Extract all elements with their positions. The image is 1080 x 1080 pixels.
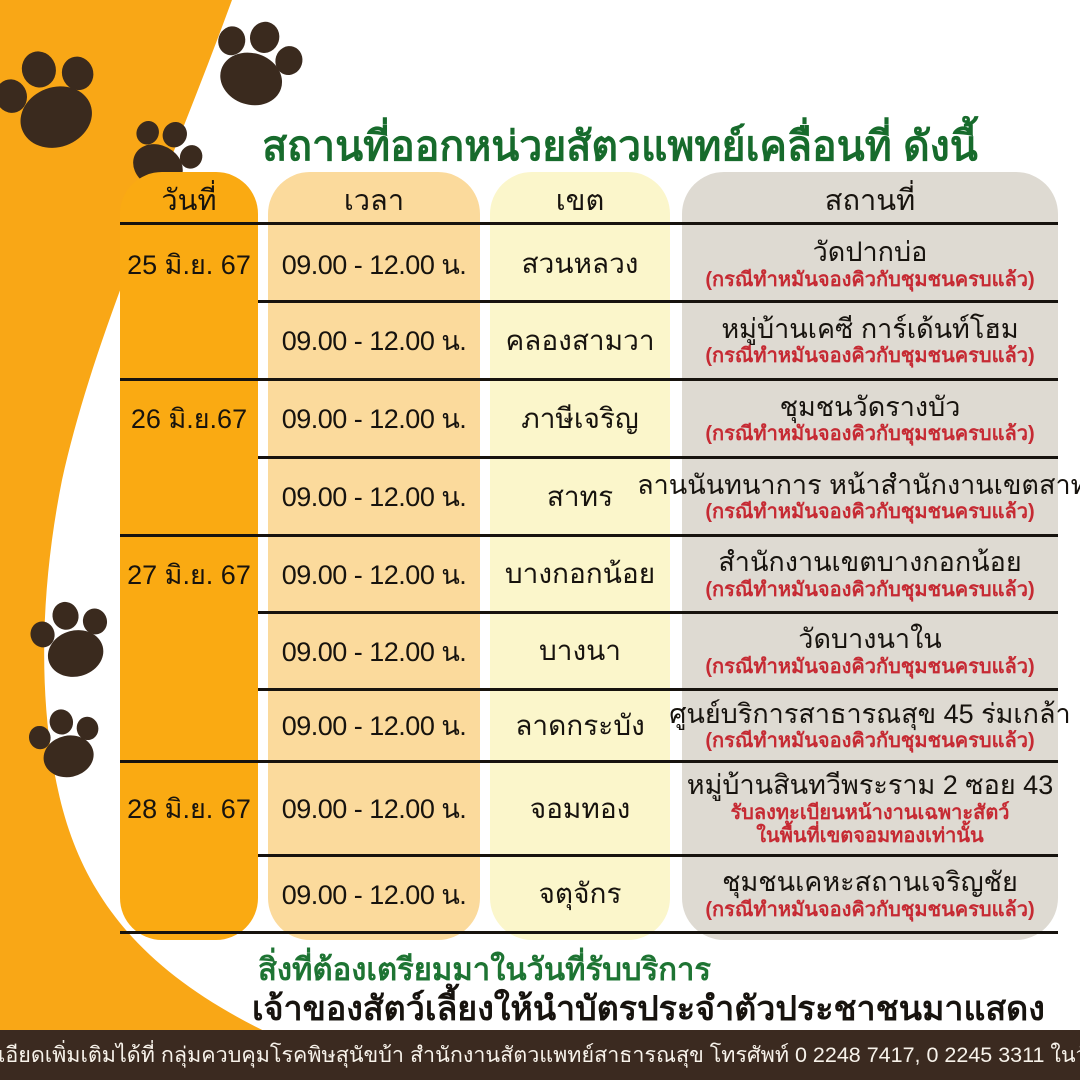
district-cell: บางกอกน้อย [504, 558, 656, 589]
location-cell: หมู่บ้านเคซี การ์เด้นท์โฮม (กรณีทำหมันจอ… [682, 303, 1058, 378]
location-cell: สำนักงานเขตบางกอกน้อย (กรณีทำหมันจองคิวก… [682, 537, 1058, 611]
table-row: 09.00 - 12.00 น. จตุจักร ชุมชนเคหะสถานเจ… [0, 857, 1080, 931]
location-name: ลานนันทนาการ หน้าสำนักงานเขตสาทร [637, 469, 1080, 500]
table-row: 27 มิ.ย. 67 09.00 - 12.00 น. บางกอกน้อย … [0, 537, 1080, 611]
location-name: หมู่บ้านสินทวีพระราม 2 ซอย 43 [686, 770, 1054, 801]
location-cell: ศูนย์บริการสาธารณสุข 45 ร่มเกล้า (กรณีทำ… [669, 691, 1070, 760]
time-cell: 09.00 - 12.00 น. [281, 879, 467, 910]
orange-swoosh [0, 0, 340, 1080]
date-cell [120, 459, 258, 534]
district-cell: ลาดกระบัง [515, 709, 645, 741]
row-divider [258, 611, 1058, 614]
time-cell: 09.00 - 12.00 น. [281, 636, 467, 667]
row-divider [258, 456, 1058, 459]
preparation-detail: เจ้าของสัตว์เลี้ยงให้นำบัตรประจำตัวประชา… [252, 990, 1045, 1028]
time-cell: 09.00 - 12.00 น. [281, 711, 467, 741]
footer-contact-text: สอบถามรายละเอียดเพิ่มเติมได้ที่ กลุ่มควบ… [0, 1043, 1080, 1067]
district-cell: บางนา [538, 635, 622, 666]
group-divider [120, 760, 1058, 763]
table-row: 09.00 - 12.00 น. สาทร ลานนันทนาการ หน้าส… [0, 459, 1080, 534]
district-cell: สาทร [546, 480, 614, 512]
time-cell: 09.00 - 12.00 น. [281, 559, 467, 590]
district-cell: จอมทอง [529, 792, 631, 824]
location-cell: วัดบางนาใน (กรณีทำหมันจองคิวกับชุมชนครบแ… [682, 614, 1058, 688]
location-note: (กรณีทำหมันจองคิวกับชุมชนครบแล้ว) [705, 578, 1035, 601]
time-cell: 09.00 - 12.00 น. [281, 482, 467, 512]
column-header-time: เวลา [343, 185, 405, 217]
column-header-district: เขต [555, 185, 605, 217]
district-cell: สวนหลวง [521, 248, 639, 279]
column-header-location: สถานที่ [824, 185, 916, 217]
district-cell: จตุจักร [538, 878, 622, 909]
location-name: ศูนย์บริการสาธารณสุข 45 ร่มเกล้า [669, 698, 1071, 729]
preparation-heading: สิ่งที่ต้องเตรียมมาในวันที่รับบริการ [258, 952, 712, 987]
table-row: 25 มิ.ย. 67 09.00 - 12.00 น. สวนหลวง วัด… [0, 228, 1080, 300]
district-cell: ภาษีเจริญ [521, 402, 639, 434]
table-row: 09.00 - 12.00 น. บางนา วัดบางนาใน (กรณีท… [0, 614, 1080, 688]
location-name: สำนักงานเขตบางกอกน้อย [718, 547, 1022, 578]
time-cell: 09.00 - 12.00 น. [281, 249, 467, 280]
date-cell: 27 มิ.ย. 67 [127, 559, 251, 590]
location-cell: ลานนันทนาการ หน้าสำนักงานเขตสาทร (กรณีทำ… [637, 459, 1080, 534]
location-name: ชุมชนวัดรางบัว [779, 391, 961, 422]
location-note: (กรณีทำหมันจองคิวกับชุมชนครบแล้ว) [705, 268, 1035, 291]
location-note: (กรณีทำหมันจองคิวกับชุมชนครบแล้ว) [705, 898, 1035, 921]
table-row: 26 มิ.ย.67 09.00 - 12.00 น. ภาษีเจริญ ชุ… [0, 381, 1080, 456]
date-cell [120, 614, 258, 688]
location-note: (กรณีทำหมันจองคิวกับชุมชนครบแล้ว) [705, 501, 1035, 524]
header-divider [120, 222, 1058, 225]
location-note: (กรณีทำหมันจองคิวกับชุมชนครบแล้ว) [705, 423, 1035, 446]
location-note: ในพื้นที่เขตจอมทองเท่านั้น [756, 824, 984, 847]
footer-bar: สอบถามรายละเอียดเพิ่มเติมได้ที่ กลุ่มควบ… [0, 1030, 1080, 1080]
location-cell: ชุมชนเคหะสถานเจริญชัย (กรณีทำหมันจองคิวก… [682, 857, 1058, 931]
page-title: สถานที่ออกหน่วยสัตวแพทย์เคลื่อนที่ ดังนี… [262, 123, 978, 169]
time-cell: 09.00 - 12.00 น. [281, 326, 467, 356]
date-cell [120, 857, 258, 931]
date-cell [120, 303, 258, 378]
date-cell [120, 691, 258, 760]
location-name: หมู่บ้านเคซี การ์เด้นท์โฮม [721, 313, 1019, 344]
time-cell: 09.00 - 12.00 น. [281, 794, 467, 824]
location-name: ชุมชนเคหะสถานเจริญชัย [722, 867, 1018, 898]
column-header-date: วันที่ [161, 185, 217, 217]
time-cell: 09.00 - 12.00 น. [281, 404, 467, 434]
location-note: (กรณีทำหมันจองคิวกับชุมชนครบแล้ว) [705, 730, 1035, 753]
date-cell: 25 มิ.ย. 67 [127, 249, 251, 280]
location-cell: วัดปากบ่อ (กรณีทำหมันจองคิวกับชุมชนครบแล… [682, 228, 1058, 300]
location-note: (กรณีทำหมันจองคิวกับชุมชนครบแล้ว) [705, 655, 1035, 678]
location-name: วัดบางนาใน [798, 624, 942, 655]
location-note: (กรณีทำหมันจองคิวกับชุมชนครบแล้ว) [705, 345, 1035, 368]
district-cell: คลองสามวา [505, 324, 655, 356]
location-name: วัดปากบ่อ [812, 237, 928, 268]
location-note: รับลงทะเบียนหน้างานเฉพาะสัตว์ [730, 801, 1010, 824]
date-column-background [120, 172, 258, 940]
row-divider [258, 688, 1058, 691]
table-row: 28 มิ.ย. 67 09.00 - 12.00 น. จอมทอง หมู่… [0, 763, 1080, 854]
date-cell: 28 มิ.ย. 67 [127, 794, 251, 824]
row-divider [258, 300, 1058, 303]
row-divider [258, 854, 1058, 857]
date-cell: 26 มิ.ย.67 [130, 404, 248, 434]
table-row: 09.00 - 12.00 น. ลาดกระบัง ศูนย์บริการสา… [0, 691, 1080, 760]
location-cell: ชุมชนวัดรางบัว (กรณีทำหมันจองคิวกับชุมชน… [682, 381, 1058, 456]
table-row: 09.00 - 12.00 น. คลองสามวา หมู่บ้านเคซี … [0, 303, 1080, 378]
group-divider [120, 534, 1058, 537]
location-cell: หมู่บ้านสินทวีพระราม 2 ซอย 43 รับลงทะเบี… [682, 763, 1058, 854]
group-divider [120, 378, 1058, 381]
table-bottom-divider [120, 931, 1058, 934]
